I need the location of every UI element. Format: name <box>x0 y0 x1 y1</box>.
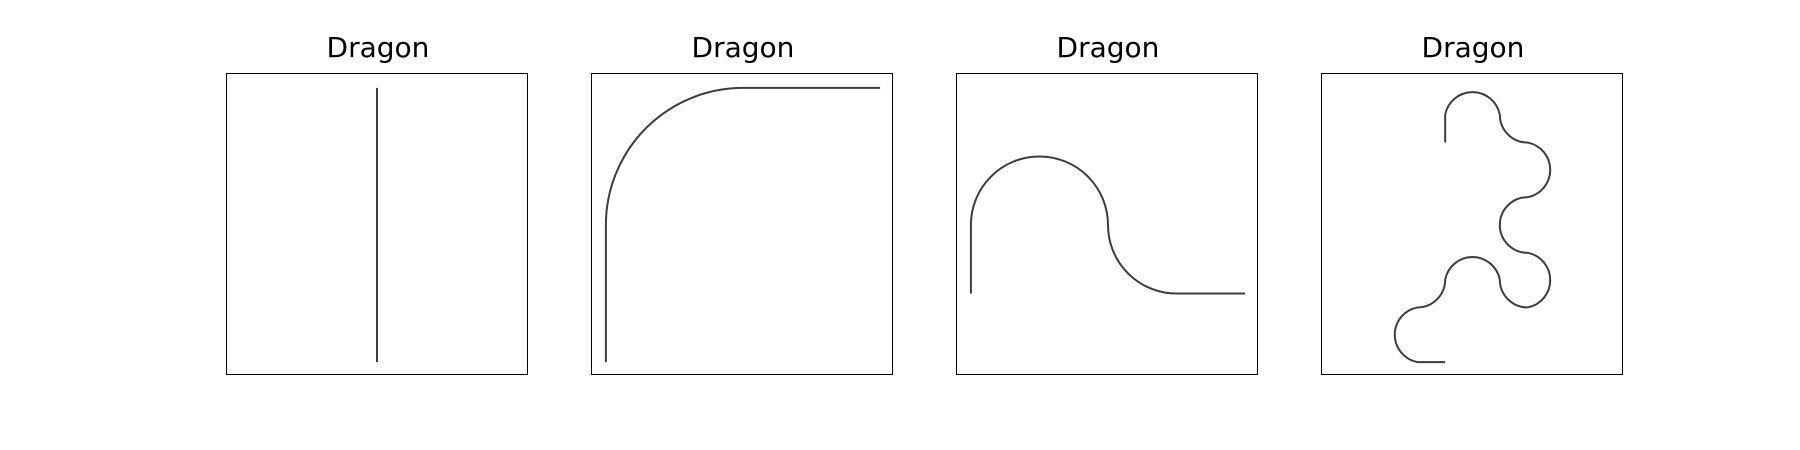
dragon-curve <box>1395 92 1550 362</box>
plot-frame <box>591 73 893 375</box>
panel-title: Dragon <box>1321 34 1625 62</box>
dragon-curve-canvas <box>227 74 527 374</box>
dragon-curve-canvas <box>1322 74 1622 374</box>
panel-title: Dragon <box>591 34 895 62</box>
dragon-curve <box>606 88 880 362</box>
dragon-curve-canvas <box>592 74 892 374</box>
plot-frame <box>956 73 1258 375</box>
panel-title: Dragon <box>956 34 1260 62</box>
dragon-curve <box>971 156 1245 293</box>
dragon-curve-canvas <box>957 74 1257 374</box>
plot-frame <box>226 73 528 375</box>
plot-frame <box>1321 73 1623 375</box>
panel-title: Dragon <box>226 34 530 62</box>
